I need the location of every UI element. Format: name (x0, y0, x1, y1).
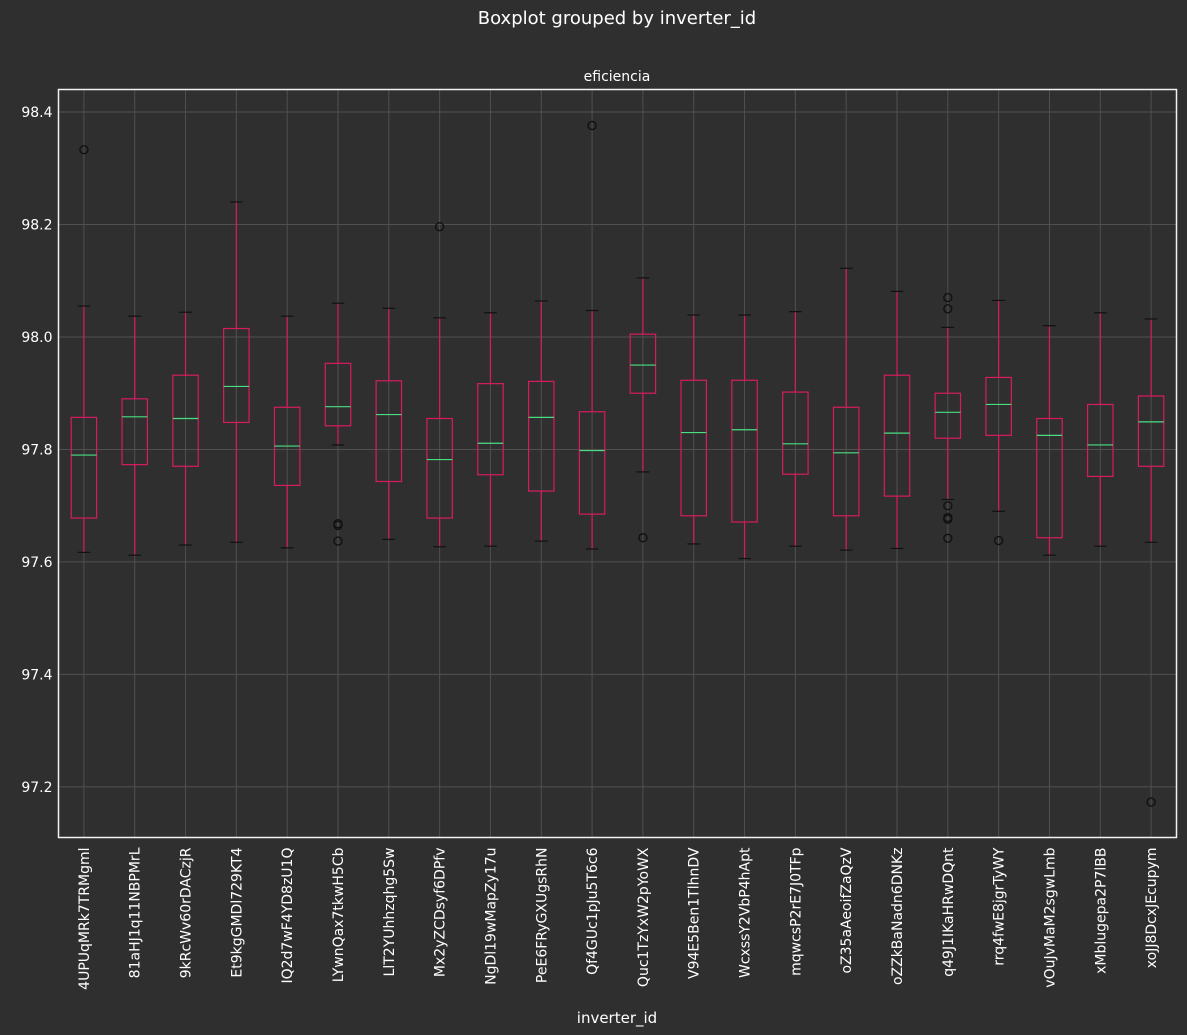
iqr-box (121, 398, 149, 466)
x-tick-label: mqwcsP2rE7J0TFp (788, 847, 804, 975)
x-tick-label: vOuJvMaM2sgwLmb (1042, 847, 1058, 987)
outlier-point (993, 535, 1004, 546)
outlier-point (943, 500, 953, 511)
iqr-box (223, 327, 250, 424)
x-tick-label: NgDl19wMapZy17u (483, 848, 499, 985)
x-tick-label: oZZkBaNadn6DNKz (890, 848, 906, 986)
y-tick-label: 98.2 (21, 217, 52, 233)
x-tick-label: PeE6FRyGXUgsRhN (534, 848, 550, 984)
iqr-box (731, 379, 758, 523)
x-axis-ticks: 4UPUqMRk7TRMgml 81aHJ1q11NBPMrL 9kRcWv60rD… (77, 847, 1160, 990)
box-NgDl19wMapZy17u (477, 312, 504, 547)
box-Mx2yZCDsyf6DPfv (426, 222, 453, 548)
box-mqwcsP2rE7J0TFp (782, 311, 809, 547)
outlier-point (943, 292, 953, 303)
box-9kRcWv60rDACzjR (172, 311, 199, 546)
iqr-box (70, 416, 98, 519)
outlier-point (943, 533, 953, 543)
iqr-box (985, 376, 1012, 436)
x-tick-label: Quc1TzYxW2pYoWX (636, 847, 652, 987)
chart-title: Boxplot grouped by inverter_id (478, 8, 756, 29)
y-tick-label: 97.4 (21, 667, 52, 683)
iqr-box (680, 379, 708, 517)
outlier-point (333, 536, 343, 546)
iqr-box (477, 383, 504, 476)
outlier-point (79, 144, 89, 155)
iqr-box (1086, 403, 1114, 478)
iqr-box (375, 380, 403, 483)
outlier-point (434, 222, 445, 232)
plot-frame (57, 88, 1178, 839)
iqr-box (782, 391, 809, 475)
outlier-point (587, 120, 597, 131)
iqr-box (832, 406, 860, 517)
iqr-box (172, 374, 199, 467)
y-tick-label: 97.6 (21, 555, 52, 571)
iqr-box (1137, 395, 1165, 467)
x-tick-label: 81aHJ1q11NBPMrL (128, 847, 144, 978)
iqr-box (578, 411, 606, 515)
y-tick-label: 98.4 (21, 105, 52, 121)
iqr-box (527, 380, 555, 492)
box-Quc1TzYxW2pYoWX (629, 277, 657, 543)
x-tick-label: Mx2yZCDsyf6DPfv (433, 848, 449, 978)
y-tick-label: 97.2 (21, 780, 52, 796)
box-xMblugepa2P7lBB (1086, 312, 1114, 547)
outlier-point (1146, 797, 1156, 807)
iqr-box (426, 417, 453, 519)
box-series (70, 120, 1165, 807)
iqr-box (324, 362, 352, 427)
iqr-box (883, 374, 911, 497)
grid-lines (58, 89, 1177, 838)
y-tick-label: 98.0 (21, 330, 52, 346)
x-tick-label: V94E5Ben1TlhnDV (687, 847, 703, 979)
box-rrq4fwE8jgrTyWY (985, 299, 1012, 546)
box-V94E5Ben1TlhnDV (680, 314, 708, 545)
x-tick-label: IQ2d7wF4YD8zU1Q (280, 848, 296, 984)
box-LYwnQax7tkwH5Cb (324, 302, 352, 546)
x-tick-label: 9kRcWv60rDACzjR (179, 847, 195, 978)
x-tick-label: WcxssY2VbP4hApt (738, 847, 754, 978)
x-tick-label: LlT2YUhhzqhg5Sw (382, 848, 398, 977)
box-81aHJ1q11NBPMrL (121, 315, 149, 556)
iqr-box (629, 333, 657, 394)
box-LlT2YUhhzqhg5Sw (375, 307, 403, 541)
x-tick-label: oZ35aAeoifZaQzV (839, 847, 855, 973)
box-Qf4GUc1pJu5T6c6 (578, 120, 606, 550)
x-tick-label: LYwnQax7tkwH5Cb (331, 847, 347, 982)
iqr-box (934, 392, 962, 439)
outlier-point (943, 514, 953, 524)
box-PeE6FRyGXUgsRhN (527, 300, 555, 542)
box-IQ2d7wF4YD8zU1Q (273, 315, 301, 549)
outlier-point (638, 533, 648, 543)
y-axis-ticks: 97.2 97.4 97.6 97.8 98.0 98.2 98.4 (21, 105, 52, 796)
x-tick-label: q49J1IKaHRwDQnt (941, 847, 957, 977)
x-axis-label: inverter_id (577, 1009, 657, 1028)
x-tick-label: Et9kgGMDl729KT4 (229, 847, 245, 977)
outlier-point (943, 304, 953, 314)
y-tick-label: 97.8 (21, 442, 52, 458)
box-vOuJvMaM2sgwLmb (1036, 325, 1063, 556)
box-WcxssY2VbP4hApt (731, 314, 758, 560)
x-tick-label: xMblugepa2P7lBB (1093, 848, 1109, 974)
box-4UPUqMRk7TRMgml (70, 144, 98, 553)
outlier-point (333, 520, 343, 531)
box-Et9kgGMDl729KT4 (223, 201, 250, 543)
box-oZ35aAeoifZaQzV (832, 267, 860, 551)
x-tick-label: xoJJ8DcxJEcupym (1144, 848, 1160, 969)
box-xoJJ8DcxJEcupym (1137, 318, 1165, 807)
box-oZZkBaNadn6DNKz (883, 290, 911, 550)
x-tick-label: rrq4fwE8jgrTyWY (992, 847, 1008, 966)
x-tick-label: 4UPUqMRk7TRMgml (77, 848, 93, 990)
iqr-box (1036, 417, 1063, 539)
subplot-title: eficiencia (584, 69, 651, 85)
box-q49J1IKaHRwDQnt (934, 292, 962, 543)
x-tick-label: Qf4GUc1pJu5T6c6 (585, 847, 601, 975)
